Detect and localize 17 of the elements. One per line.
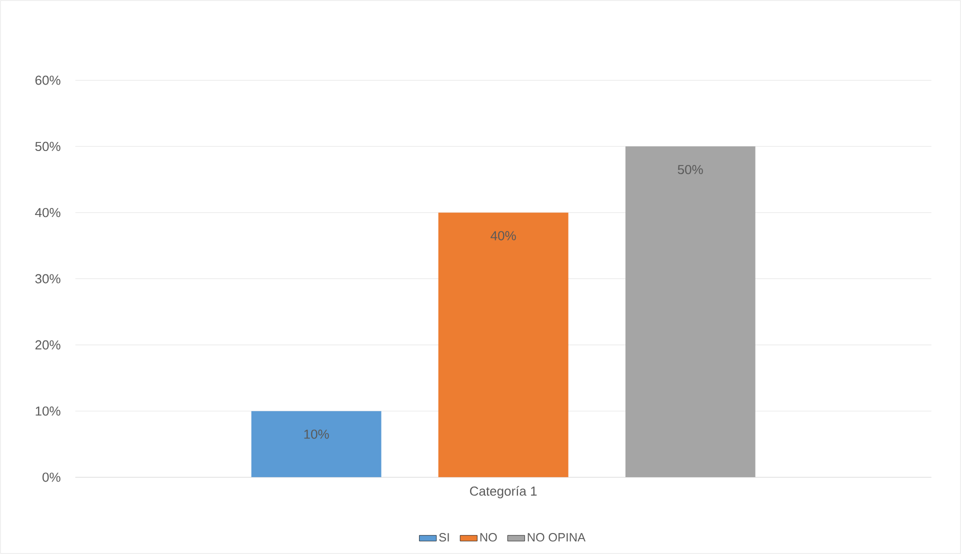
y-tick-label: 0% (42, 472, 60, 482)
y-tick-label: 40% (35, 208, 60, 218)
data-label: 10% (304, 430, 329, 439)
legend-label: SI (439, 533, 449, 542)
bar (438, 212, 568, 478)
bar (251, 411, 382, 478)
y-tick-label: 10% (36, 406, 60, 416)
data-label: 40% (490, 231, 516, 240)
y-tick-label: 20% (35, 340, 60, 350)
y-tick-label: 60% (35, 76, 60, 85)
y-tick-label: 30% (35, 274, 60, 284)
data-label: 50% (678, 164, 703, 174)
y-tick-label: 50% (35, 142, 60, 152)
bar (625, 146, 756, 478)
legend-label: NO OPINA (528, 533, 586, 542)
legend-label: NO (480, 533, 497, 542)
x-tick-label: Categoría 1 (470, 486, 537, 498)
